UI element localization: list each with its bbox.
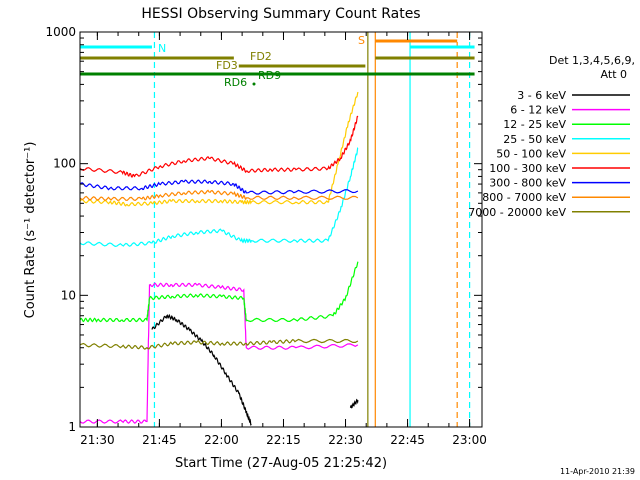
footer-timestamp: 11-Apr-2010 21:39	[560, 467, 635, 476]
series-line-4	[79, 91, 359, 207]
series-line-2	[79, 261, 359, 323]
legend-label: 3 - 6 keV	[517, 89, 566, 102]
legend-label: 7000 - 20000 keV	[468, 206, 566, 219]
annotation-rd6: RD6	[224, 76, 247, 89]
x-tick-label: 22:00	[204, 433, 239, 447]
axis-ticks: 21:30 21:45 22:00 22:15 22:30 22:45 23:00 1 10 10…	[45, 25, 486, 447]
status-bars	[80, 39, 475, 76]
x-tick-label: 23:00	[452, 433, 487, 447]
legend-label: 25 - 50 keV	[503, 133, 566, 146]
y-tick-label: 10	[61, 288, 76, 302]
plot-frame	[79, 31, 483, 428]
x-axis-label: Start Time (27-Aug-05 21:25:42)	[175, 456, 387, 471]
legend-label: 100 - 300 keV	[489, 162, 566, 175]
x-tick-label: 21:45	[142, 433, 177, 447]
chart-title: HESSI Observing Summary Count Rates	[141, 6, 420, 22]
annotation-rd9: RD9	[258, 69, 281, 82]
legend-label: 12 - 25 keV	[503, 118, 566, 131]
series-line-0	[349, 398, 359, 409]
legend-label: 50 - 100 keV	[496, 147, 566, 160]
series-line-0	[151, 313, 252, 426]
x-tick-label: 21:30	[80, 433, 115, 447]
series-line-8	[79, 338, 359, 350]
plot-lines	[153, 32, 471, 427]
series-line-5	[79, 115, 359, 178]
y-tick-label: 1	[68, 420, 76, 434]
series-line-6	[79, 179, 359, 195]
y-axis-label: Count Rate (s⁻¹ detector⁻¹)	[23, 142, 38, 319]
annotation-fd2: FD2	[250, 50, 272, 63]
annotation-n: N	[158, 42, 166, 55]
x-tick-label: 22:30	[328, 433, 363, 447]
x-tick-label: 22:45	[390, 433, 425, 447]
legend-header-line2: Att 0	[601, 68, 627, 81]
rd-marker-dot	[252, 82, 256, 86]
annotation-s: S	[358, 34, 365, 47]
y-tick-label: 100	[53, 157, 76, 171]
y-tick-label: 1000	[45, 25, 76, 39]
legend-header-line1: Det 1,3,4,5,6,9,	[549, 54, 635, 67]
legend-label: 800 - 7000 keV	[482, 191, 566, 204]
legend-label: 300 - 800 keV	[489, 177, 566, 190]
x-tick-label: 22:15	[266, 433, 301, 447]
series-layer	[79, 91, 359, 426]
series-line-1	[79, 282, 359, 424]
legend-label: 6 - 12 keV	[510, 104, 566, 117]
series-line-3	[79, 147, 359, 248]
annotation-fd3: FD3	[216, 59, 238, 72]
series-line-7	[79, 189, 359, 202]
